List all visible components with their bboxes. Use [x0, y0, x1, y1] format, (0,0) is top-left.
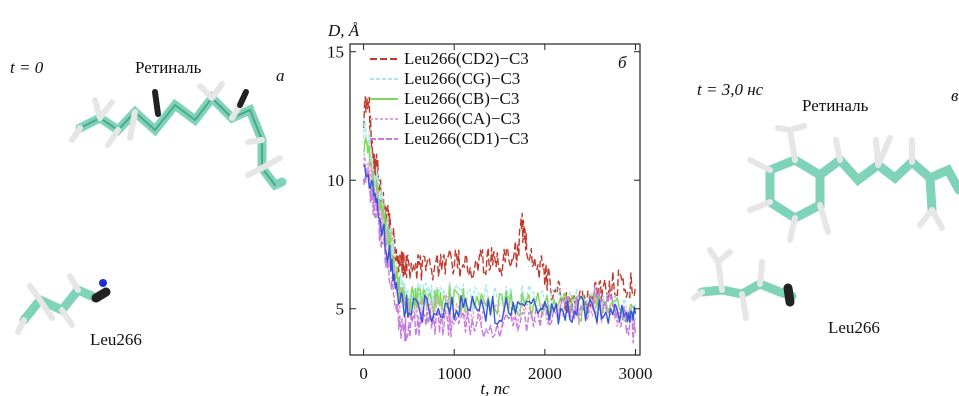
- series-group: [362, 96, 637, 344]
- legend: Leu266(CD2)−C3Leu266(CG)−C3Leu266(CB)−C3…: [370, 49, 529, 148]
- series-line-5: [363, 164, 637, 325]
- x-tick-label-0: 0: [359, 364, 368, 383]
- leu-label-right: Leu266: [828, 318, 880, 337]
- legend-label-4: Leu266(CD1)−C3: [404, 129, 529, 148]
- series-line-1: [362, 118, 637, 318]
- time-label-right-text: t = 3,0 нс: [697, 80, 764, 99]
- panel-letter-a: а: [276, 66, 285, 85]
- retinal-molecule-left: [69, 81, 287, 191]
- molecule-right: [691, 123, 959, 321]
- series-line-2: [362, 137, 636, 323]
- x-tick-label-1: 1000: [437, 364, 471, 383]
- legend-label-1: Leu266(CG)−C3: [404, 69, 520, 88]
- retinal-label-right: Ретиналь: [802, 96, 869, 115]
- leu266-molecule-left: [15, 273, 111, 335]
- time-label-right: t = 3,0 нс: [697, 80, 763, 100]
- y-tick-label-2: 15: [327, 43, 344, 62]
- retinal-molecule-right: [747, 123, 959, 243]
- plot-frame: [349, 43, 641, 356]
- legend-label-2: Leu266(CB)−C3: [404, 89, 519, 108]
- leu266-molecule-right: [691, 247, 797, 321]
- time-label-left: t = 0: [10, 58, 44, 77]
- retinal-label-left: Ретиналь: [135, 58, 202, 77]
- x-tick-label-2: 2000: [528, 364, 562, 383]
- y-axis-label: D, Å: [327, 21, 360, 40]
- y-tick-label-0: 5: [336, 300, 345, 319]
- y-tick-label-1: 10: [327, 171, 344, 190]
- panel-letter-b: б: [618, 53, 627, 72]
- legend-label-3: Leu266(CA)−C3: [404, 109, 520, 128]
- leu-label-left: Leu266: [90, 330, 142, 349]
- panel-letter-v: в: [951, 86, 959, 105]
- x-axis-label: t, пс: [480, 379, 510, 396]
- series-line-0: [362, 96, 637, 315]
- molecule-left: [15, 81, 287, 335]
- x-tick-label-3: 3000: [618, 364, 652, 383]
- legend-label-0: Leu266(CD2)−C3: [404, 49, 529, 68]
- distance-chart: 0 1000 2000 3000 5 10 15 D, Å t, пс б Leu266(CD2)−…: [327, 21, 652, 396]
